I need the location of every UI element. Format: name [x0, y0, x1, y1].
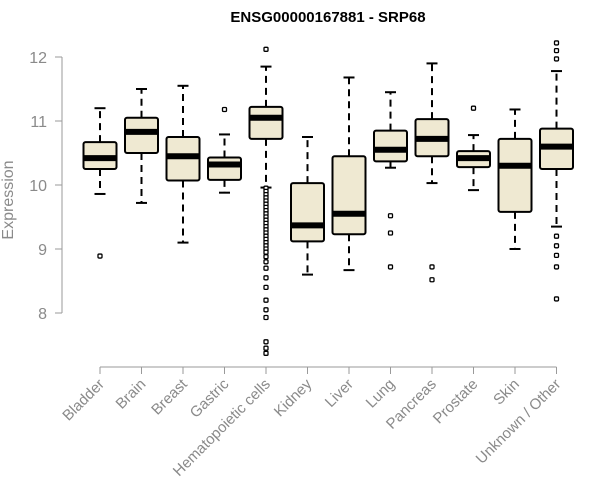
x-tick-label: Kidney — [271, 375, 316, 420]
iqr-box — [124, 116, 159, 155]
iqr-box — [248, 105, 284, 140]
box-gastric — [207, 106, 242, 194]
outlier-point — [221, 106, 228, 113]
y-tick-label: 11 — [30, 114, 47, 131]
outlier-point — [553, 252, 560, 259]
outlier-point — [387, 264, 394, 270]
x-tick-label: Breast — [148, 375, 191, 418]
outlier-point — [263, 46, 269, 52]
outlier-point — [387, 230, 394, 236]
box-lung — [373, 91, 408, 270]
outlier-point — [263, 275, 269, 281]
box-unknown-other — [539, 40, 574, 302]
boxes-group — [82, 40, 574, 356]
outlier-point — [553, 56, 560, 62]
y-axis: 8 9 10 11 12 — [29, 50, 63, 323]
box-prostate — [456, 105, 491, 192]
box-skin — [497, 108, 533, 250]
outlier-point — [263, 297, 269, 303]
outlier-point — [263, 254, 269, 260]
box-brain — [124, 88, 159, 204]
y-tick-label: 10 — [29, 178, 47, 195]
y-tick-label: 12 — [29, 50, 47, 67]
outlier-point — [470, 105, 477, 111]
box-hematopoietic-cells — [248, 46, 284, 356]
x-tick-label: Prostate — [430, 376, 482, 428]
outlier-point — [553, 40, 560, 46]
x-tick-label: Bladder — [59, 376, 108, 425]
outlier-point — [263, 339, 269, 345]
outlier-point — [429, 277, 435, 283]
y-axis-label: Expression — [0, 160, 17, 239]
x-tick-label: Lung — [363, 376, 399, 412]
outlier-point — [263, 249, 269, 255]
iqr-box — [207, 156, 242, 181]
outlier-point — [553, 264, 560, 270]
iqr-box — [497, 137, 533, 213]
outlier-point — [263, 345, 269, 351]
x-tick-label: Liver — [322, 376, 357, 411]
outlier-point — [97, 253, 103, 259]
box-bladder — [82, 107, 118, 259]
outlier-point — [263, 307, 269, 313]
outlier-point — [263, 350, 269, 356]
x-tick-label: Skin — [490, 376, 523, 409]
outlier-point — [553, 47, 560, 54]
y-tick-label: 8 — [38, 306, 47, 323]
iqr-box — [331, 155, 367, 236]
outlier-point — [553, 233, 560, 239]
box-pancreas — [414, 62, 450, 283]
box-kidney — [290, 136, 325, 276]
outlier-point — [387, 213, 394, 219]
outlier-point — [429, 264, 435, 270]
box-liver — [331, 76, 367, 272]
box-breast — [165, 84, 201, 244]
outlier-point — [263, 259, 269, 265]
outlier-point — [263, 314, 269, 321]
outlier-point — [553, 296, 560, 302]
iqr-box — [373, 129, 408, 163]
x-tick-label: Brain — [113, 376, 150, 413]
iqr-box — [290, 182, 325, 243]
chart-title: ENSG00000167881 - SRP68 — [230, 9, 425, 26]
outlier-point — [553, 243, 560, 249]
outlier-point — [263, 284, 269, 291]
y-tick-label: 9 — [38, 242, 47, 259]
outlier-point — [263, 265, 269, 271]
